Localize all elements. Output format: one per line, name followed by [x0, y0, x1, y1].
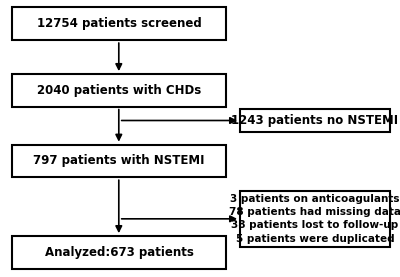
Text: 3 patients on anticoagulants
78 patients had missing data
38 patients lost to fo: 3 patients on anticoagulants 78 patients…	[229, 194, 400, 244]
Text: Analyzed:673 patients: Analyzed:673 patients	[44, 246, 194, 259]
FancyBboxPatch shape	[12, 7, 226, 40]
Text: 797 patients with NSTEMI: 797 patients with NSTEMI	[33, 155, 205, 167]
Text: 2040 patients with CHDs: 2040 patients with CHDs	[37, 84, 201, 97]
FancyBboxPatch shape	[12, 145, 226, 177]
FancyBboxPatch shape	[240, 191, 390, 247]
Text: 12754 patients screened: 12754 patients screened	[37, 17, 201, 30]
FancyBboxPatch shape	[12, 236, 226, 269]
FancyBboxPatch shape	[12, 74, 226, 107]
FancyBboxPatch shape	[240, 109, 390, 132]
Text: 1243 patients no NSTEMI: 1243 patients no NSTEMI	[232, 114, 398, 127]
